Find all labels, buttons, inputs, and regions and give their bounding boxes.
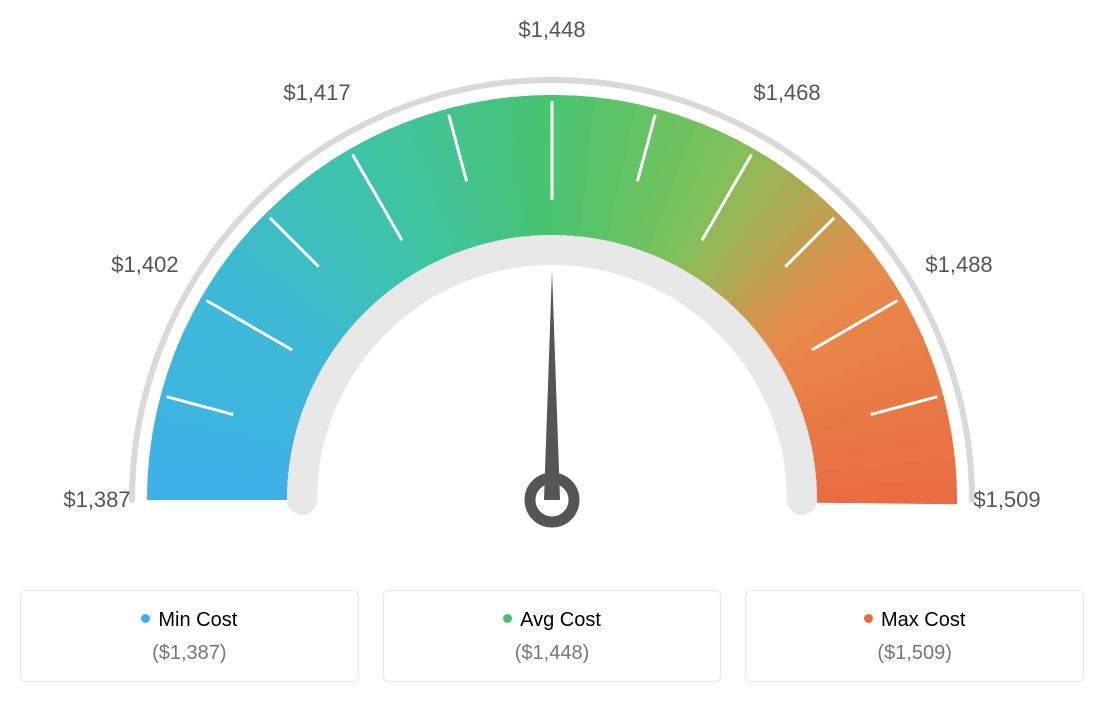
gauge-tick-label: $1,488	[925, 252, 992, 278]
legend-card-min: Min Cost ($1,387)	[20, 590, 359, 682]
legend-card-max: Max Cost ($1,509)	[745, 590, 1084, 682]
gauge-tick-label: $1,387	[63, 487, 130, 513]
dot-icon	[141, 614, 150, 623]
legend-max-label: Max Cost	[881, 609, 965, 631]
gauge-tick-label: $1,402	[111, 252, 178, 278]
dot-icon	[864, 614, 873, 623]
legend-avg-label: Avg Cost	[520, 609, 601, 631]
gauge-tick-label: $1,509	[973, 487, 1040, 513]
legend-avg-value: ($1,448)	[394, 642, 711, 665]
gauge-area: $1,387 $1,402 $1,417 $1,448 $1,468 $1,488 $1,5…	[20, 20, 1084, 580]
gauge-chart-container: $1,387 $1,402 $1,417 $1,448 $1,468 $1,488 $1,5…	[20, 20, 1084, 682]
legend-row: Min Cost ($1,387) Avg Cost ($1,448) Max …	[20, 590, 1084, 682]
gauge-tick-label: $1,417	[283, 80, 350, 106]
legend-title-max: Max Cost	[756, 609, 1073, 632]
legend-min-value: ($1,387)	[31, 642, 348, 665]
legend-card-avg: Avg Cost ($1,448)	[383, 590, 722, 682]
legend-min-label: Min Cost	[158, 609, 237, 631]
gauge-tick-label: $1,448	[518, 17, 585, 43]
gauge-svg	[20, 20, 1084, 580]
gauge-tick-label: $1,468	[753, 80, 820, 106]
legend-max-value: ($1,509)	[756, 642, 1073, 665]
legend-title-min: Min Cost	[31, 609, 348, 632]
dot-icon	[503, 614, 512, 623]
legend-title-avg: Avg Cost	[394, 609, 711, 632]
